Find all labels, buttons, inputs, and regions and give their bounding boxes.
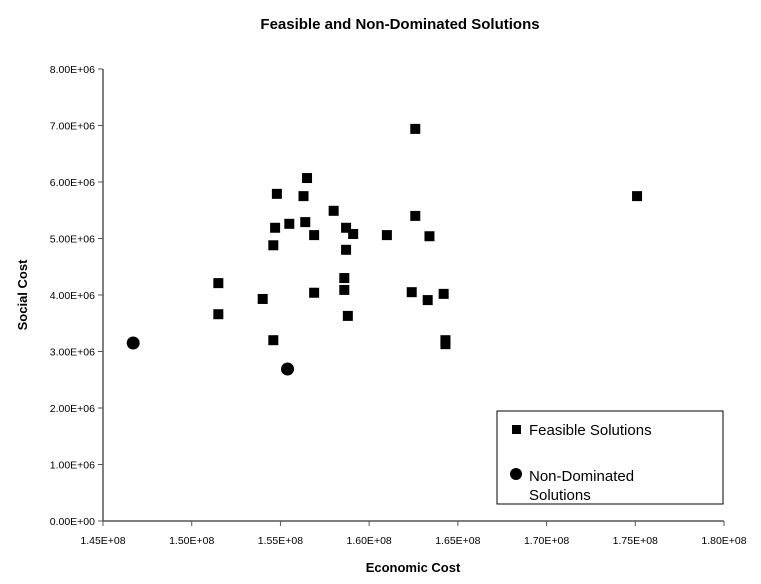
y-tick-label: 1.00E+06 — [50, 460, 95, 472]
x-tick-label: 1.45E+08 — [80, 535, 125, 547]
legend: Feasible Solutions Non-Dominated Solution… — [496, 410, 724, 505]
feasible-point — [339, 284, 350, 295]
feasible-point — [422, 295, 433, 306]
feasible-point — [300, 217, 311, 228]
feasible-point — [298, 191, 309, 202]
feasible-point — [632, 191, 643, 202]
feasible-point — [284, 218, 295, 229]
feasible-point — [438, 288, 449, 299]
y-axis-label: Social Cost — [15, 259, 30, 330]
feasible-point — [328, 205, 339, 216]
feasible-point — [302, 173, 313, 184]
x-tick-label: 1.80E+08 — [701, 535, 746, 547]
feasible-point — [440, 339, 451, 350]
feasible-point — [341, 244, 352, 255]
legend-box — [496, 410, 724, 505]
x-tick-label: 1.75E+08 — [613, 535, 658, 547]
x-tick-label: 1.65E+08 — [435, 535, 480, 547]
feasible-point — [410, 123, 421, 134]
legend-circle-marker-icon — [510, 468, 522, 480]
y-tick-label: 8.00E+06 — [50, 64, 95, 76]
legend-label-feasible: Feasible Solutions — [529, 422, 652, 439]
x-axis-label: Economic Cost — [366, 560, 461, 575]
feasible-point — [339, 273, 350, 284]
feasible-point — [257, 293, 268, 304]
non-dominated-point — [126, 336, 140, 350]
feasible-point — [268, 335, 279, 346]
feasible-point — [213, 278, 224, 289]
y-tick-label: 3.00E+06 — [50, 347, 95, 359]
x-tick-label: 1.50E+08 — [169, 535, 214, 547]
legend-square-marker-icon — [512, 425, 521, 434]
feasible-point — [381, 230, 392, 241]
y-tick-label: 0.00E+00 — [50, 516, 95, 528]
x-tick-label: 1.60E+08 — [347, 535, 392, 547]
x-tick-label: 1.70E+08 — [524, 535, 569, 547]
feasible-point — [424, 231, 435, 242]
legend-label-non-dominated: Non-Dominated Solutions — [529, 468, 634, 504]
feasible-point — [270, 222, 281, 233]
chart-title: Feasible and Non-Dominated Solutions — [260, 16, 539, 33]
feasible-point — [268, 240, 279, 251]
x-tick-label: 1.55E+08 — [258, 535, 303, 547]
non-dominated-point — [281, 362, 295, 376]
y-tick-label: 7.00E+06 — [50, 121, 95, 133]
feasible-point — [348, 228, 359, 239]
feasible-point — [271, 188, 282, 199]
y-tick-label: 6.00E+06 — [50, 177, 95, 189]
feasible-point — [410, 210, 421, 221]
y-tick-label: 4.00E+06 — [50, 290, 95, 302]
feasible-point — [342, 310, 353, 321]
y-tick-label: 5.00E+06 — [50, 234, 95, 246]
feasible-point — [406, 287, 417, 298]
y-tick-label: 2.00E+06 — [50, 403, 95, 415]
feasible-point — [309, 287, 320, 298]
feasible-point — [341, 222, 352, 233]
feasible-point — [309, 230, 320, 241]
feasible-point — [213, 309, 224, 320]
